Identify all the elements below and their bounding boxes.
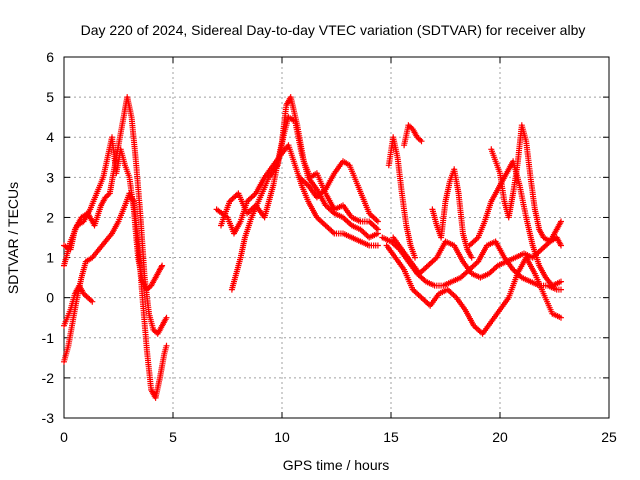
series-markers-trace-h [296,158,381,225]
series-markers-trace-l [385,134,418,261]
y-tick-label: -3 [42,410,55,426]
data-points [61,94,564,401]
series-trace-f [228,114,381,293]
series-markers-trace-k [390,234,564,281]
grid-lines [64,57,609,418]
y-axis-label: SDTVAR / TECUs [5,182,21,294]
series-markers-trace-g [218,94,381,233]
y-tick-label: -2 [42,370,55,386]
y-tick-label: -1 [42,330,55,346]
y-tick-label: 6 [46,49,54,65]
y-tick-label: 5 [46,89,54,105]
series-trace-l [385,134,418,261]
y-tick-label: 3 [46,169,54,185]
x-tick-label: 10 [274,429,290,445]
axis-ticks: 0 5 10 15 20 25 -3 -2 -1 0 1 2 3 4 5 6 [42,49,617,445]
series-trace-m [401,122,425,149]
x-tick-label: 25 [601,429,617,445]
x-tick-label: 15 [383,429,399,445]
y-tick-label: 4 [46,129,54,145]
series-markers-trace-d [61,134,166,293]
series-markers-trace-f [228,114,381,293]
y-tick-label: 1 [46,250,54,266]
series-trace-p [466,158,564,289]
series-trace-h [296,158,381,225]
series-trace-d [61,134,166,293]
series-markers-trace-p [466,158,564,289]
plot-frame [63,56,610,419]
chart-title: Day 220 of 2024, Sidereal Day-to-day VTE… [81,22,586,38]
series-trace-k [390,234,564,281]
x-tick-label: 20 [492,429,508,445]
x-tick-label: 0 [60,429,68,445]
series-markers-trace-j [383,242,564,337]
series-markers-trace-m [401,122,425,149]
series-trace-g [218,94,381,233]
y-tick-label: 2 [46,209,54,225]
y-tick-label: 0 [46,290,54,306]
x-tick-label: 5 [169,429,177,445]
series-trace-n [429,166,475,261]
x-axis-label: GPS time / hours [283,457,390,473]
series-markers-trace-n [429,166,475,261]
series-trace-j [383,242,564,337]
